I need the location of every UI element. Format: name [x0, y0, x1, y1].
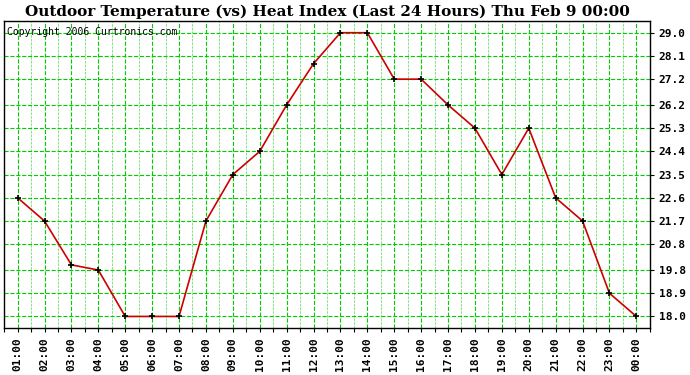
Title: Outdoor Temperature (vs) Heat Index (Last 24 Hours) Thu Feb 9 00:00: Outdoor Temperature (vs) Heat Index (Las… — [25, 4, 629, 18]
Text: Copyright 2006 Curtronics.com: Copyright 2006 Curtronics.com — [8, 27, 178, 37]
